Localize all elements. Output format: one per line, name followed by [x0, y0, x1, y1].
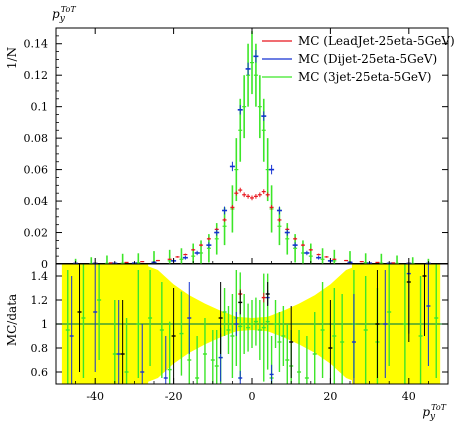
ratio-ytick-label-3: 1.2 [31, 294, 49, 307]
legend: MC (LeadJet-25eta-5GeV) MC (Dijet-25eta-… [262, 34, 455, 84]
ratio-y-axis-label: MC/data [5, 294, 19, 346]
ratio-ytick-label-1: 0.8 [31, 342, 49, 355]
ratio-panel-points [65, 264, 439, 384]
ratio-x-axis-label: pyToT [422, 403, 446, 422]
axis-ticks: 0.02 0.04 0.06 0.08 0.1 0.12 0.14 0 0.6 0.8 1 1.2 1.… [24, 28, 448, 403]
ratio-ytick-label-4: 1.4 [31, 270, 49, 283]
ratio-xtick-label-3: 20 [323, 390, 337, 403]
main-ytick-label-4: 0.08 [24, 132, 49, 145]
main-ytick-label-6: 0.12 [24, 69, 49, 82]
legend-label-3jet: MC (3jet-25eta-5GeV) [298, 70, 431, 84]
main-top-axis-label: pyToT [52, 5, 76, 24]
main-y-axis-label: 1/N [5, 47, 19, 69]
legend-label-dijet: MC (Dijet-25eta-5GeV) [298, 52, 437, 66]
main-ytick-label-zero: 0 [41, 258, 48, 271]
ratio-ytick-label-0: 0.6 [31, 366, 49, 379]
ratio-xtick-label-0: -40 [86, 390, 104, 403]
main-ytick-label-7: 0.14 [24, 38, 49, 51]
main-panel-points [73, 31, 431, 265]
main-ytick-label-2: 0.04 [24, 195, 49, 208]
main-ytick-label-3: 0.06 [24, 164, 49, 177]
main-ytick-label-1: 0.02 [24, 227, 49, 240]
legend-label-leadjet: MC (LeadJet-25eta-5GeV) [298, 34, 455, 48]
ratio-xtick-label-1: -20 [165, 390, 183, 403]
main-ytick-label-5: 0.1 [31, 101, 49, 114]
ratio-xtick-label-2: 0 [249, 390, 256, 403]
ratio-ytick-label-2: 1 [41, 318, 48, 331]
ratio-xtick-label-4: 40 [402, 390, 416, 403]
